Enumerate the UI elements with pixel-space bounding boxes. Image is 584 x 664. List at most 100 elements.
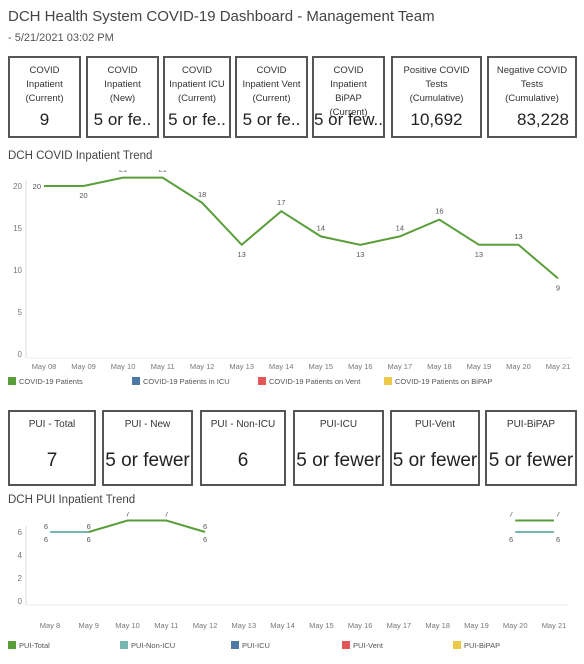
kpi-label: PUI - Total (28, 419, 76, 430)
y-tick-label: 15 (13, 224, 22, 233)
data-label: 13 (238, 250, 246, 259)
legend-swatch (231, 641, 239, 649)
kpi-value: 5 or few.. (314, 110, 383, 129)
kpi-card-negative-tests[interactable]: Negative COVID Tests (Cumulative) 83,228 (487, 56, 577, 138)
kpi-card-covid-inpatient-icu[interactable]: COVID Inpatient ICU (Current) 5 or fe.. (163, 56, 231, 138)
kpi-card-pui-icu[interactable]: PUI-ICU 5 or fewer (293, 410, 384, 486)
kpi-label: COVID Inpatient Vent (Current) (242, 65, 301, 104)
x-tick-label: May 09 (71, 362, 96, 371)
data-label: 7 (125, 512, 129, 519)
x-tick-label: May 08 (32, 362, 57, 371)
pui-trend-chart: 0 2 4 6 May 8 May 9 May 10 May 11 May 12 May 13 Ma… (8, 512, 568, 650)
legend-label: PUI-Non-ICU (131, 641, 175, 650)
legend-label: COVID-19 Patients on BiPAP (395, 377, 492, 386)
data-label: 14 (317, 223, 325, 232)
kpi-label: COVID Inpatient BiPAP (Current) (329, 65, 368, 118)
page-subtitle: - 5/21/2021 03:02 PM (8, 32, 114, 44)
data-label: 7 (509, 512, 513, 519)
kpi-card-pui-non-icu[interactable]: PUI - Non-ICU 6 (200, 410, 286, 486)
kpi-value: 5 or fewer (488, 450, 574, 471)
x-tick-label: May 21 (542, 621, 567, 630)
y-tick-label: 5 (18, 308, 23, 317)
x-tick-label: May 15 (308, 362, 333, 371)
x-tick-label: May 16 (348, 621, 373, 630)
data-label: 7 (556, 512, 560, 519)
legend-swatch (8, 377, 16, 385)
x-tick-label: May 14 (270, 621, 295, 630)
x-tick-label: May 18 (425, 621, 450, 630)
data-label: 6 (87, 535, 91, 544)
x-tick-label: May 11 (154, 621, 178, 630)
data-label: 16 (435, 207, 443, 216)
kpi-card-pui-bipap[interactable]: PUI-BiPAP 5 or fewer (485, 410, 577, 486)
kpi-card-covid-inpatient-current[interactable]: COVID Inpatient (Current) 9 (8, 56, 81, 138)
x-tick-label: May 8 (40, 621, 60, 630)
data-label: 13 (514, 232, 522, 241)
x-tick-label: May 17 (388, 362, 413, 371)
y-tick-label: 0 (18, 597, 23, 606)
x-tick-label: May 13 (232, 621, 257, 630)
kpi-card-pui-vent[interactable]: PUI-Vent 5 or fewer (390, 410, 480, 486)
legend-swatch (8, 641, 16, 649)
series-line (44, 176, 559, 280)
data-label: 6 (509, 535, 513, 544)
data-label: 7 (164, 512, 168, 519)
legend-swatch (258, 377, 266, 385)
kpi-card-covid-inpatient-bipap[interactable]: COVID Inpatient BiPAP (Current) 5 or few… (312, 56, 385, 138)
legend-swatch (342, 641, 350, 649)
data-label: 9 (556, 283, 560, 292)
legend-label: COVID-19 Patients in ICU (143, 377, 230, 386)
x-tick-label: May 14 (269, 362, 294, 371)
data-label: 21 (119, 170, 127, 174)
data-label: 6 (44, 535, 48, 544)
kpi-label: COVID Inpatient ICU (Current) (169, 65, 225, 104)
x-tick-label: May 10 (111, 362, 136, 371)
kpi-value: 9 (39, 110, 50, 129)
kpi-value: 83,228 (517, 110, 569, 129)
legend-label: COVID-19 Patients (19, 377, 83, 386)
kpi-card-covid-inpatient-vent[interactable]: COVID Inpatient Vent (Current) 5 or fe.. (235, 56, 308, 138)
x-tick-label: May 20 (506, 362, 531, 371)
y-tick-label: 4 (18, 551, 23, 560)
kpi-label: PUI - Non-ICU (210, 419, 276, 430)
kpi-label: PUI - New (124, 419, 171, 430)
inpatient-trend-chart: 0 5 10 15 20 May 08 May 09 May 10 May 11 May 12 Ma… (8, 170, 572, 386)
x-tick-label: May 11 (151, 362, 175, 371)
kpi-card-pui-new[interactable]: PUI - New 5 or fewer (102, 410, 193, 486)
data-label: 21 (158, 170, 166, 174)
kpi-label: COVID Inpatient (New) (104, 65, 141, 104)
kpi-value: 5 or fe.. (168, 110, 226, 129)
y-tick-label: 2 (18, 574, 23, 583)
page-title: DCH Health System COVID-19 Dashboard - M… (8, 8, 435, 25)
legend-swatch (120, 641, 128, 649)
series-line (50, 519, 206, 533)
data-label: 6 (44, 522, 48, 531)
kpi-value: 5 or fewer (105, 450, 190, 471)
legend-label: PUI-Total (19, 641, 50, 650)
legend-label: PUI-Vent (353, 641, 384, 650)
y-tick-label: 10 (13, 266, 22, 275)
kpi-card-covid-inpatient-new[interactable]: COVID Inpatient (New) 5 or fe.. (86, 56, 159, 138)
inpatient-trend-title: DCH COVID Inpatient Trend (8, 150, 153, 162)
x-tick-label: May 18 (427, 362, 452, 371)
legend-swatch (132, 377, 140, 385)
y-tick-label: 20 (13, 182, 22, 191)
data-label: 6 (203, 522, 207, 531)
kpi-card-pui-total[interactable]: PUI - Total 7 (8, 410, 96, 486)
x-tick-label: May 17 (387, 621, 412, 630)
x-tick-label: May 10 (115, 621, 140, 630)
x-tick-label: May 20 (503, 621, 528, 630)
data-label: 13 (475, 250, 483, 259)
legend-swatch (384, 377, 392, 385)
legend-label: PUI-ICU (242, 641, 270, 650)
x-tick-label: May 19 (467, 362, 492, 371)
kpi-label: PUI-Vent (414, 419, 456, 430)
kpi-value: 5 or fe.. (242, 110, 301, 129)
kpi-value: 6 (237, 450, 249, 471)
kpi-card-positive-tests[interactable]: Positive COVID Tests (Cumulative) 10,692 (391, 56, 482, 138)
kpi-value: 10,692 (410, 110, 463, 129)
kpi-label: PUI-BiPAP (506, 419, 556, 430)
legend-label: PUI-BiPAP (464, 641, 500, 650)
y-tick-label: 6 (18, 528, 23, 537)
data-label: 6 (556, 535, 560, 544)
